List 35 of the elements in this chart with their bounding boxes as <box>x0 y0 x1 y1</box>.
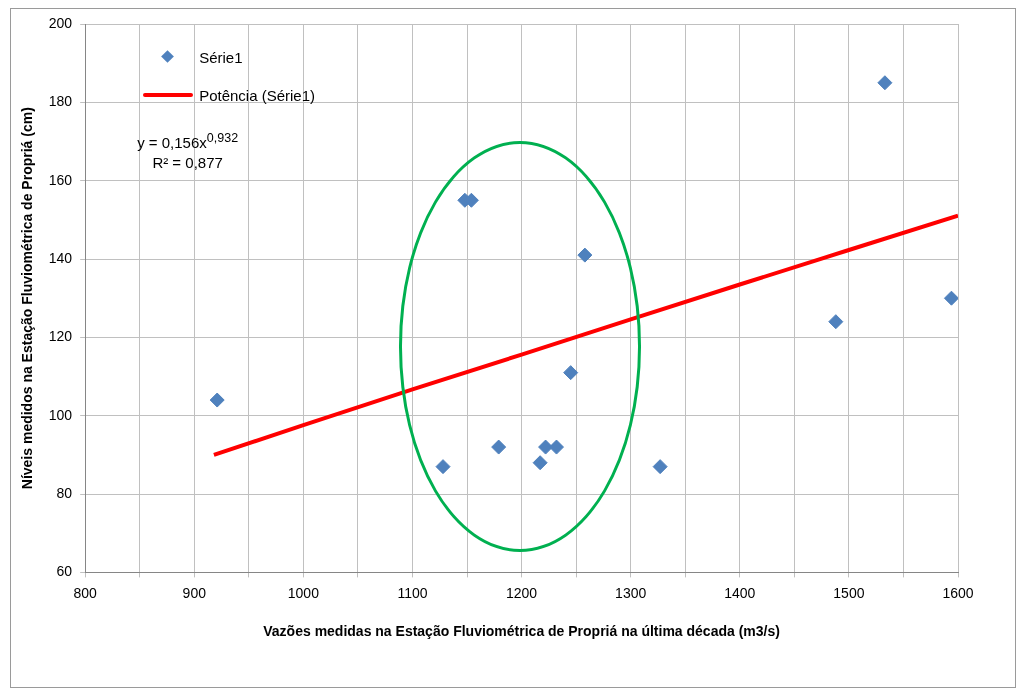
x-tick-label: 1300 <box>615 584 647 601</box>
x-tick-label: 1200 <box>506 584 538 601</box>
y-tick-label: 80 <box>56 484 73 501</box>
legend-label: Potência (Série1) <box>199 86 316 104</box>
y-tick-label: 140 <box>48 249 73 266</box>
y-axis-title: Níveis medidos na Estação Fluviométrica de Propriá (cm) <box>19 107 36 490</box>
x-tick-label: 800 <box>73 584 98 601</box>
x-axis-title: Vazões medidas na Estação Fluviométrica de Propriá na última década (m3/s) <box>263 623 780 640</box>
y-tick-label: 180 <box>48 93 73 110</box>
point <box>563 365 579 381</box>
x-tick-label: 1000 <box>287 584 320 601</box>
point <box>828 314 844 330</box>
point <box>532 455 548 471</box>
annotation: R² = 0,877 <box>151 153 224 173</box>
y-tick-label: 200 <box>48 14 73 31</box>
point <box>435 459 451 475</box>
x-tick-label: 1600 <box>942 584 974 601</box>
y-tick-label: 60 <box>56 563 73 580</box>
point <box>652 459 668 475</box>
point <box>548 439 564 455</box>
y-tick-label: 100 <box>48 406 73 423</box>
x-tick-label: 1400 <box>724 584 756 601</box>
point <box>209 392 225 408</box>
y-tick-label: 160 <box>48 171 73 188</box>
legend-label: Série1 <box>199 48 243 66</box>
point <box>538 439 554 455</box>
x-tick-label: 1100 <box>397 584 428 601</box>
y-tick-label: 120 <box>48 328 73 345</box>
point <box>577 247 593 263</box>
point <box>491 439 507 455</box>
x-tick-label: 900 <box>182 584 207 601</box>
point <box>943 290 958 306</box>
annotation: y = 0,156x$^{0,932}$ <box>137 130 239 153</box>
x-tick-label: 1500 <box>833 584 865 601</box>
point <box>877 75 893 91</box>
